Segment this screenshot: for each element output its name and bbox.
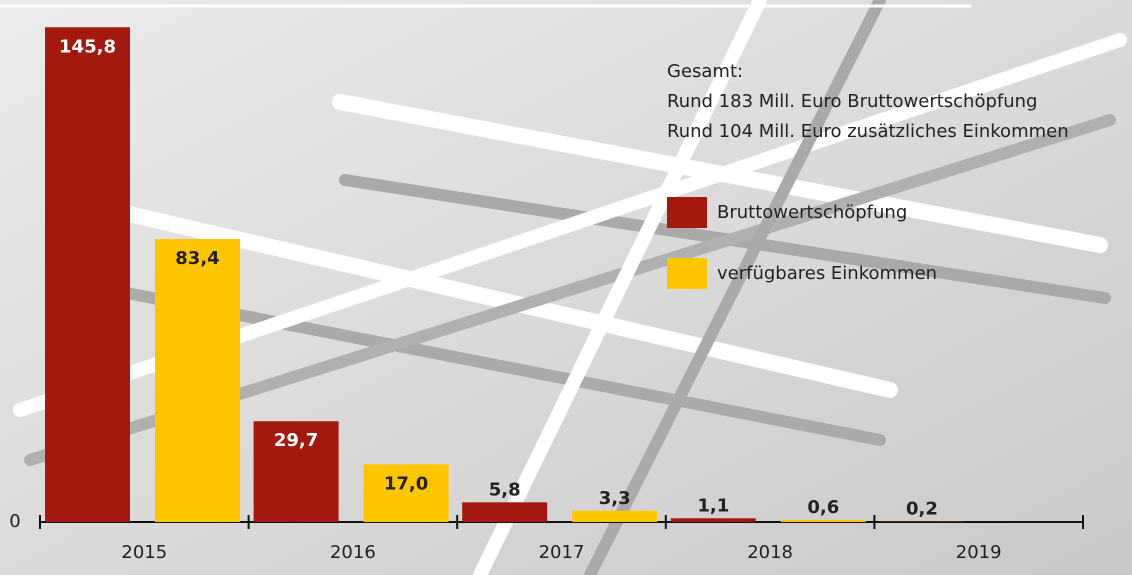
- value-label: 83,4: [175, 248, 219, 269]
- annotation: Gesamt:: [667, 61, 743, 82]
- x-tick-label: 2019: [956, 542, 1002, 563]
- x-tick-label: 2016: [330, 542, 376, 563]
- value-label: 5,8: [489, 479, 521, 500]
- value-label: 29,7: [274, 430, 318, 451]
- legend-swatch: [667, 258, 707, 289]
- value-label: 0,6: [807, 497, 839, 518]
- legend-label: Bruttowertschöpfung: [717, 202, 907, 223]
- value-label: 145,8: [59, 36, 116, 57]
- value-label: 17,0: [384, 473, 428, 494]
- bar: [572, 510, 658, 522]
- bar: [363, 464, 449, 522]
- x-tick-label: 2015: [121, 542, 167, 563]
- y-tick-label: 0: [9, 511, 20, 532]
- bar: [155, 238, 240, 522]
- annotation: Rund 104 Mill. Euro zusätzliches Einkomm…: [667, 121, 1069, 142]
- bar: [45, 27, 130, 522]
- x-tick-label: 2018: [747, 542, 793, 563]
- bar: [670, 518, 756, 522]
- bar: [253, 421, 339, 522]
- bar: [879, 521, 965, 522]
- legend-label: verfügbares Einkommen: [717, 263, 937, 284]
- x-tick-label: 2017: [539, 542, 585, 563]
- bar: [462, 502, 548, 522]
- bar: [780, 519, 866, 522]
- legend-swatch: [667, 197, 707, 228]
- annotation: Rund 183 Mill. Euro Bruttowertschöpfung: [667, 91, 1037, 112]
- value-label: 1,1: [697, 495, 729, 516]
- value-label: 0,2: [906, 498, 938, 519]
- value-label: 3,3: [599, 488, 631, 509]
